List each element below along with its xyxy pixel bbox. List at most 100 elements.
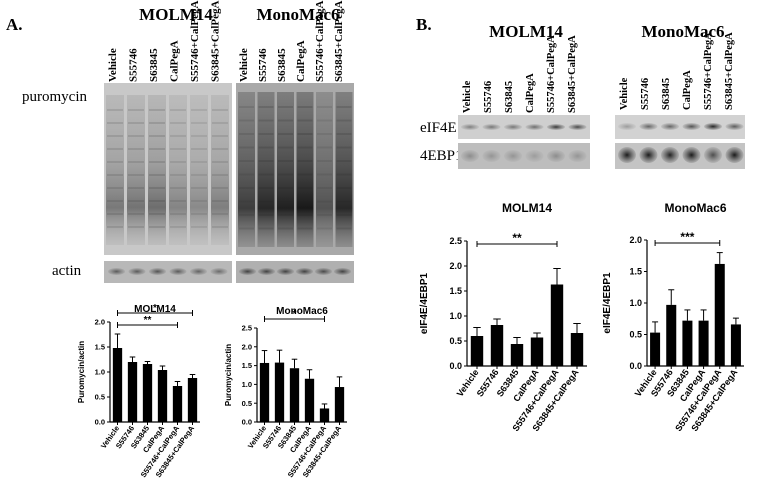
puromycin-blot-monomac6 bbox=[236, 83, 354, 255]
blot-band bbox=[239, 173, 254, 176]
blot-band bbox=[336, 160, 352, 162]
blot-band bbox=[317, 119, 332, 122]
blot-band bbox=[278, 200, 293, 203]
y-tick-label: 0.5 bbox=[629, 330, 642, 340]
blot-band bbox=[239, 268, 256, 275]
blot-band bbox=[212, 174, 228, 176]
blot-band bbox=[297, 146, 313, 149]
blot-band bbox=[461, 124, 479, 130]
blot-band bbox=[149, 226, 165, 228]
blot-band bbox=[128, 148, 144, 150]
blot-smear bbox=[335, 92, 353, 247]
blot-band bbox=[258, 119, 274, 122]
lane-label: CalPegA bbox=[525, 73, 536, 113]
blot-band bbox=[212, 135, 228, 137]
y-tick-label: 0.0 bbox=[95, 418, 105, 427]
blot-band bbox=[278, 227, 293, 230]
blot-band bbox=[128, 268, 146, 275]
blot-band bbox=[170, 122, 186, 124]
blot-band bbox=[297, 200, 313, 203]
blot-band bbox=[128, 109, 144, 111]
blot-band bbox=[297, 133, 313, 135]
blot-band bbox=[169, 268, 187, 275]
y-tick-label: 0.5 bbox=[242, 399, 252, 408]
y-tick-label: 0.5 bbox=[95, 393, 105, 402]
chart-title: MonoMac6 bbox=[276, 306, 328, 317]
blot-band bbox=[639, 123, 658, 130]
blot-band bbox=[258, 227, 274, 230]
blot-band bbox=[212, 161, 228, 163]
blot-band bbox=[107, 187, 123, 189]
blot-band bbox=[682, 123, 701, 130]
blot-band bbox=[107, 226, 123, 228]
puromycin-blot-molm14 bbox=[104, 83, 232, 255]
blot-band bbox=[315, 268, 332, 275]
blot-band bbox=[297, 160, 313, 162]
bar bbox=[172, 386, 183, 422]
panel-b-title-molm14: MOLM14 bbox=[489, 22, 563, 41]
blot-band bbox=[297, 173, 313, 176]
blot-smear bbox=[316, 92, 333, 247]
y-tick-label: 0.0 bbox=[629, 361, 642, 371]
blot-band bbox=[258, 106, 274, 108]
blot-band bbox=[258, 160, 274, 162]
blot-band bbox=[239, 146, 254, 149]
bar bbox=[730, 324, 741, 366]
eif4e-blot-monomac6 bbox=[615, 115, 745, 139]
panel-b-lane-labels-molm14: Vehicle S55746 S63845 CalPegA S55746+CalPegA… bbox=[462, 35, 578, 113]
blot-band bbox=[212, 109, 228, 111]
bar bbox=[112, 348, 123, 422]
blot-band bbox=[336, 200, 352, 203]
blot-band bbox=[704, 123, 722, 130]
blot-band bbox=[704, 147, 722, 163]
y-axis-label: Puromycin/actin bbox=[77, 341, 86, 403]
blot-band bbox=[191, 213, 207, 215]
blot-band bbox=[278, 173, 293, 176]
panel-b-lane-labels-monomac6: Vehicle S55746 S63845 CalPegA S55746+CalPegA… bbox=[619, 32, 735, 110]
blot-band bbox=[170, 226, 186, 228]
blot-band bbox=[170, 148, 186, 150]
blot-band bbox=[317, 146, 332, 149]
blot-band bbox=[278, 146, 293, 149]
blot-band bbox=[336, 119, 352, 122]
lane-label: S63845 bbox=[148, 48, 160, 82]
blot-band bbox=[277, 268, 294, 275]
blot-band bbox=[725, 123, 744, 130]
blot-band bbox=[525, 150, 544, 162]
bar bbox=[334, 387, 345, 422]
blot-band bbox=[336, 173, 352, 176]
blot-band bbox=[547, 124, 565, 130]
lane-label: CalPegA bbox=[295, 40, 307, 82]
y-axis-label: eIF4E/4EBP1 bbox=[419, 272, 430, 334]
y-tick-label: 2.0 bbox=[629, 235, 642, 245]
blot-band bbox=[170, 135, 186, 137]
blot-band bbox=[334, 268, 351, 275]
blot-band bbox=[239, 160, 254, 162]
panel-a-title-molm14: MOLM14 bbox=[139, 5, 213, 24]
chart-title: MOLM14 bbox=[134, 304, 176, 315]
blot-band bbox=[482, 150, 501, 162]
significance-label: ** bbox=[512, 231, 522, 245]
blot-band bbox=[682, 147, 701, 163]
significance-label: * bbox=[293, 309, 297, 320]
lane-label: S55746+CalPegA bbox=[189, 1, 201, 82]
blot-band bbox=[149, 174, 165, 176]
bar bbox=[470, 336, 484, 366]
lane-label: CalPegA bbox=[169, 40, 181, 82]
blot-band bbox=[239, 106, 254, 108]
blot-band bbox=[317, 106, 332, 108]
blot-band bbox=[107, 174, 123, 176]
blot-band bbox=[317, 160, 332, 162]
blot-smear bbox=[238, 92, 255, 247]
blot-band bbox=[258, 214, 274, 216]
blot-band bbox=[461, 150, 479, 162]
bar bbox=[259, 362, 270, 422]
eif4e-blot-molm14 bbox=[458, 115, 590, 139]
chart-title: MOLM14 bbox=[502, 201, 552, 215]
lane-label: S63845 bbox=[661, 78, 672, 110]
blot-band bbox=[128, 161, 144, 163]
bar bbox=[650, 332, 661, 366]
blot-band bbox=[278, 119, 293, 122]
blot-band bbox=[107, 161, 123, 163]
